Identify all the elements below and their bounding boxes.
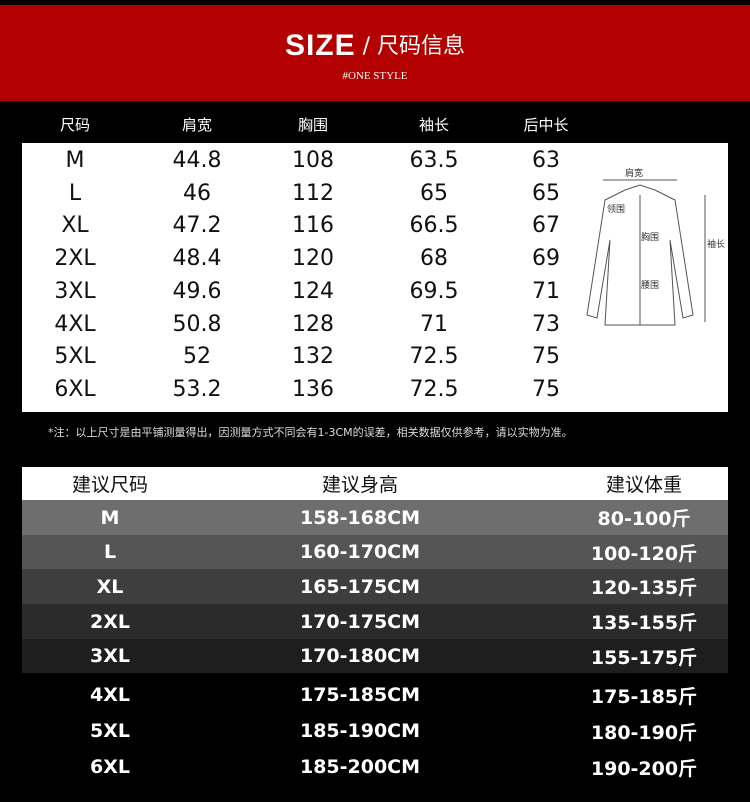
- size-cell: 66.5: [409, 213, 459, 239]
- size-cell: M: [65, 148, 85, 173]
- size-cell: 53.2: [172, 376, 222, 402]
- size-cell: 68: [420, 246, 448, 272]
- size-cell: 2XL: [54, 246, 96, 272]
- recommend-cell: 180-190斤: [590, 721, 698, 744]
- size-table: [22, 143, 728, 412]
- measurement-note: *注：以上尺寸是由平铺测量得出，因测量方式不同会有1-3CM的误差，相关数据仅供…: [48, 426, 573, 439]
- size-cell: 69.5: [409, 278, 459, 304]
- size-header: 尺码: [59, 116, 91, 134]
- recommend-cell: 5XL: [90, 720, 130, 742]
- recommend-cell: 135-155斤: [590, 612, 698, 634]
- recommend-cell: 3XL: [90, 645, 130, 667]
- size-cell: 75: [532, 344, 560, 370]
- size-cell: 44.8: [172, 148, 222, 173]
- recommend-header-row: 建议尺码 建议身高 建议体重: [22, 467, 728, 500]
- recommend-cell: 190-200斤: [590, 757, 698, 780]
- size-header: 后中长: [523, 116, 569, 134]
- recommend-cell: 175-185CM: [299, 684, 421, 706]
- size-cell: 49.6: [172, 278, 222, 304]
- recommend-cell: 160-170CM: [299, 541, 421, 563]
- recommend-cell: 170-180CM: [299, 645, 421, 667]
- recommend-row: 2XL 170-175CM 135-155斤: [22, 604, 728, 639]
- size-cell: 136: [292, 376, 334, 402]
- size-cell: 67: [532, 213, 560, 239]
- recommend-header: 建议尺码: [71, 474, 149, 496]
- size-cell: 63: [532, 148, 560, 173]
- recommend-cell: 100-120斤: [590, 542, 698, 565]
- label-collar: 领围: [607, 203, 625, 215]
- recommend-header: 建议身高: [321, 474, 399, 496]
- recommend-row: 6XL 185-200CM 190-200斤: [22, 749, 728, 785]
- recommend-cell: 155-175斤: [590, 646, 698, 669]
- size-cell: 71: [420, 311, 448, 337]
- size-cell: 108: [292, 148, 334, 173]
- size-cell: 124: [292, 278, 334, 304]
- size-cell: 47.2: [172, 213, 222, 239]
- label-sleeve: 袖长: [707, 238, 725, 250]
- label-chest: 胸围: [641, 231, 659, 243]
- size-cell: 4XL: [54, 311, 96, 337]
- size-cell: 116: [292, 213, 334, 239]
- recommend-cell: 4XL: [90, 684, 130, 706]
- size-cell: 48.4: [172, 246, 222, 272]
- size-cell: 52: [183, 344, 211, 370]
- recommend-cell: 185-190CM: [299, 720, 421, 742]
- recommend-cell: 2XL: [90, 610, 130, 633]
- size-header: 袖长: [418, 116, 450, 134]
- recommend-row: M 158-168CM 80-100斤: [22, 500, 728, 535]
- recommend-cell: 175-185斤: [590, 685, 698, 708]
- recommend-cell: 80-100斤: [597, 508, 691, 530]
- recommend-cell: 158-168CM: [299, 506, 421, 529]
- recommend-header: 建议体重: [605, 474, 683, 496]
- size-header: 肩宽: [181, 116, 213, 134]
- size-cell: 72.5: [409, 344, 459, 370]
- recommend-row: XL 165-175CM 120-135斤: [22, 569, 728, 604]
- size-cell: 6XL: [54, 376, 96, 402]
- recommend-cell: 120-135斤: [590, 577, 698, 599]
- size-cell: 65: [420, 180, 448, 206]
- recommend-row: 4XL 175-185CM 175-185斤: [22, 677, 728, 713]
- size-cell: 71: [532, 278, 560, 304]
- recommend-cell: 185-200CM: [299, 756, 421, 778]
- size-cell: 132: [292, 344, 334, 370]
- title-size: SIZE: [284, 29, 356, 62]
- size-cell: 112: [292, 180, 334, 206]
- recommend-cell: 6XL: [90, 756, 130, 778]
- size-cell: 120: [292, 246, 334, 272]
- size-cell: 46: [183, 180, 211, 206]
- label-waist: 腰围: [641, 280, 659, 291]
- size-cell: 128: [292, 311, 334, 337]
- size-cell: 73: [532, 311, 560, 337]
- size-cell: 75: [532, 376, 560, 402]
- size-cell: 5XL: [54, 344, 96, 370]
- recommend-cell: XL: [96, 575, 124, 598]
- size-cell: L: [68, 180, 82, 206]
- size-cell: 63.5: [409, 148, 459, 173]
- shirt-diagram: 肩宽 领围 胸围 腰围 袖长: [586, 167, 725, 326]
- title-cn: / 尺码信息: [355, 34, 466, 59]
- label-shoulder: 肩宽: [625, 167, 643, 179]
- size-cell: 72.5: [409, 376, 459, 402]
- recommend-row: 5XL 185-190CM 180-190斤: [22, 713, 728, 749]
- size-cell: 69: [532, 246, 560, 272]
- recommend-cell: L: [103, 541, 117, 563]
- size-cell: XL: [61, 213, 89, 239]
- size-cell: 65: [532, 180, 560, 206]
- page-title: SIZE / 尺码信息: [0, 28, 750, 63]
- subtitle: #ONE STYLE: [342, 70, 408, 82]
- recommend-cell: M: [100, 506, 120, 529]
- recommend-cell: 165-175CM: [299, 575, 421, 598]
- size-cell: 3XL: [54, 278, 96, 304]
- header-banner: [0, 5, 750, 101]
- recommend-row: 3XL 170-180CM 155-175斤: [22, 639, 728, 673]
- recommend-cell: 170-175CM: [299, 610, 421, 633]
- size-header: 胸围: [297, 116, 329, 134]
- recommend-row: L 160-170CM 100-120斤: [22, 535, 728, 569]
- size-cell: 50.8: [172, 311, 222, 337]
